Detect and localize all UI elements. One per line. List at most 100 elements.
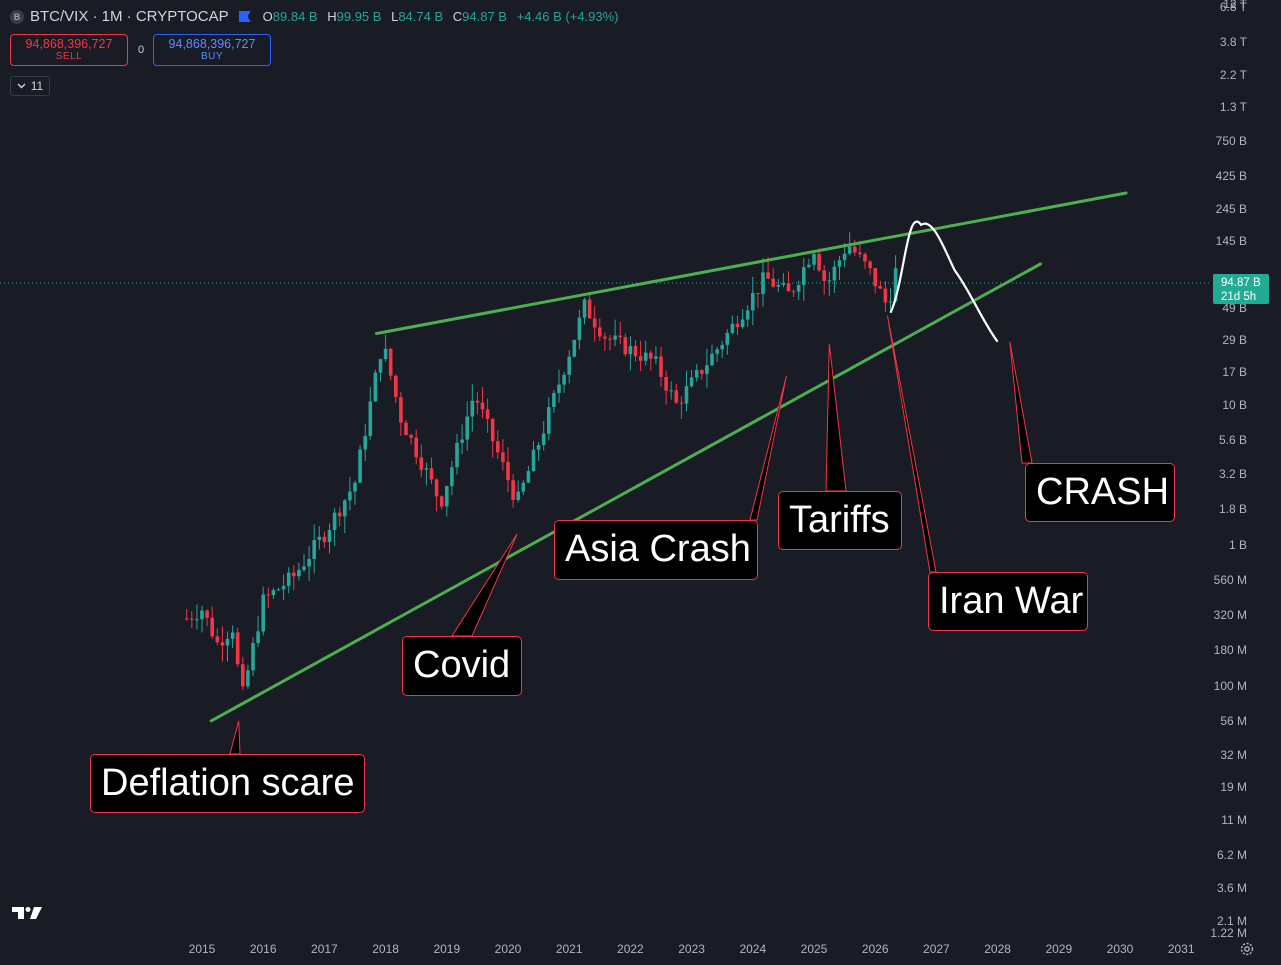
tradingview-logo[interactable] — [12, 905, 44, 921]
candle-down — [822, 270, 826, 281]
candle-up — [225, 638, 230, 646]
candle-down — [215, 636, 220, 643]
candle-down — [659, 356, 663, 378]
annotation-asia-crash[interactable]: Asia Crash — [554, 520, 758, 580]
candle-up — [526, 471, 531, 483]
last-price-value: 94.87 B — [1221, 277, 1261, 289]
candle-up — [271, 590, 276, 596]
candle-up — [536, 445, 541, 450]
time-axis-tick: 2021 — [555, 942, 583, 956]
annotation-iran-war[interactable]: Iran War — [928, 572, 1088, 631]
candle-up — [302, 566, 306, 570]
symbol-title[interactable]: BTC/VIX · 1M · CRYPTOCAP — [30, 8, 229, 25]
indicators-toggle[interactable]: 11 — [10, 76, 50, 96]
candle-up — [669, 390, 673, 392]
candle-up — [332, 512, 337, 531]
annotation-tariffs[interactable]: Tariffs — [778, 491, 902, 550]
candle-up — [195, 619, 199, 621]
candle-up — [256, 631, 260, 644]
candle-down — [322, 536, 327, 542]
candle-down — [190, 618, 194, 620]
price-axis-tick: 49 B — [1222, 300, 1247, 315]
candle-up — [368, 401, 373, 436]
candle-down — [679, 402, 684, 404]
time-axis-tick: 2030 — [1106, 942, 1134, 956]
candle-up — [455, 442, 459, 468]
candle-down — [858, 252, 862, 255]
trendline-upper[interactable] — [374, 191, 1128, 336]
candle-down — [337, 512, 342, 517]
candle-down — [434, 479, 439, 497]
candle-up — [460, 439, 464, 443]
trendline-group[interactable] — [209, 191, 1128, 723]
candle-down — [878, 286, 883, 289]
candle-up — [363, 435, 367, 450]
candle-up — [705, 365, 709, 374]
candle-up — [776, 284, 781, 287]
candle-down — [399, 397, 403, 423]
candle-up — [230, 632, 235, 639]
time-axis-tick: 2016 — [249, 942, 277, 956]
buy-button[interactable]: 94,868,396,727 BUY — [153, 34, 271, 66]
candle-up — [281, 585, 286, 590]
buy-label: BUY — [200, 51, 224, 62]
sell-button[interactable]: 94,868,396,727 SELL — [10, 34, 128, 66]
candle-up — [745, 310, 750, 320]
candle-down — [404, 422, 408, 436]
candle-series — [184, 232, 898, 691]
candle-up — [445, 486, 449, 507]
candle-down — [791, 291, 796, 293]
candle-up — [261, 594, 265, 632]
candle-up — [582, 299, 587, 318]
annotation-crash[interactable]: CRASH — [1025, 463, 1175, 522]
annotation-covid[interactable]: Covid — [402, 636, 522, 696]
time-axis-tick: 2027 — [923, 942, 950, 956]
price-axis-tick: 6.2 M — [1216, 848, 1247, 863]
price-axis-tick: 1 B — [1228, 538, 1247, 552]
settings-gear-icon[interactable] — [1239, 941, 1255, 957]
candle-up — [827, 280, 832, 282]
candle-up — [751, 293, 755, 311]
candle-down — [868, 261, 872, 269]
bitcoin-logo-icon: B — [10, 9, 24, 24]
candle-up — [730, 323, 735, 333]
projection-line[interactable] — [889, 220, 999, 343]
candle-down — [786, 283, 791, 292]
price-axis-tick: 2.1 M — [1216, 914, 1247, 929]
candle-down — [241, 664, 245, 687]
candle-down — [623, 337, 628, 355]
candle-down — [419, 457, 424, 470]
candle-up — [796, 284, 801, 292]
candle-up — [562, 374, 566, 385]
candle-up — [725, 332, 730, 345]
sell-label: SELL — [55, 51, 83, 62]
time-axis-tick: 2018 — [372, 942, 399, 956]
candle-down — [817, 253, 821, 271]
candle-down — [883, 288, 888, 303]
annotation-deflation-scare[interactable]: Deflation scare — [90, 754, 365, 813]
candle-up — [317, 536, 322, 541]
candle-down — [184, 618, 189, 620]
candle-up — [465, 416, 469, 440]
annotation-pointer — [229, 720, 241, 755]
candle-down — [853, 246, 857, 253]
candle-down — [873, 268, 877, 287]
candle-up — [888, 301, 893, 303]
candle-up — [378, 359, 383, 373]
trendline-lower[interactable] — [209, 262, 1042, 723]
price-axis-tick: 3.6 M — [1216, 881, 1247, 896]
candle-up — [470, 400, 475, 417]
price-axis-tick: 12 T — [1223, 0, 1247, 11]
change-value: +4.46 B (+4.93%) — [516, 9, 619, 24]
price-axis-tick: 3.8 T — [1219, 35, 1247, 50]
price-axis-tick: 750 B — [1215, 134, 1247, 149]
candle-up — [373, 372, 378, 402]
candle-down — [292, 572, 296, 577]
price-axis-tick: 19 M — [1220, 779, 1247, 794]
candle-down — [638, 356, 643, 361]
candle-down — [766, 272, 770, 279]
projection-path[interactable] — [889, 220, 999, 343]
annotation-pointers — [229, 315, 1033, 755]
flag-icon[interactable] — [238, 11, 251, 22]
